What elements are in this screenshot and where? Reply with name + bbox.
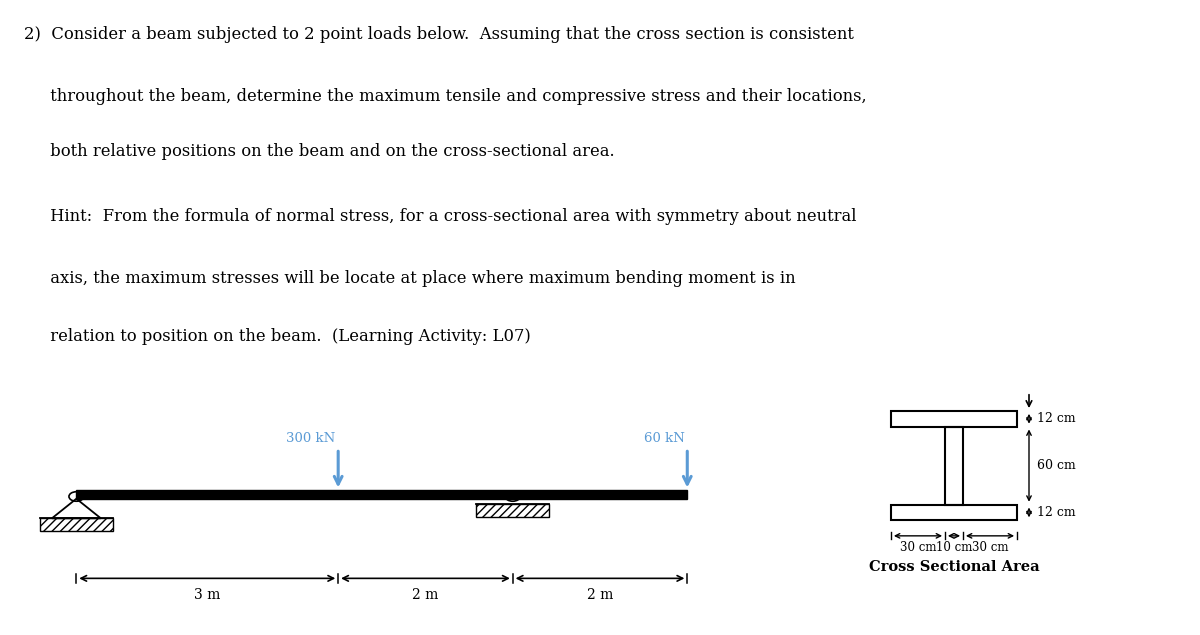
Text: 300 kN: 300 kN <box>287 432 336 444</box>
Bar <box>946 427 964 505</box>
Text: both relative positions on the beam and on the cross-sectional area.: both relative positions on the beam and … <box>24 143 614 160</box>
Text: throughout the beam, determine the maximum tensile and compressive stress and th: throughout the beam, determine the maxim… <box>24 88 866 105</box>
Text: 2)  Consider a beam subjected to 2 point loads below.  Assuming that the cross s: 2) Consider a beam subjected to 2 point … <box>24 27 854 43</box>
Text: 30 cm: 30 cm <box>972 541 1008 554</box>
Bar <box>476 504 550 517</box>
Text: 12 cm: 12 cm <box>1038 506 1076 519</box>
Text: axis, the maximum stresses will be locate at place where maximum bending moment : axis, the maximum stresses will be locat… <box>24 270 796 287</box>
Text: 12 cm: 12 cm <box>1038 412 1076 425</box>
Bar <box>77 490 688 498</box>
Text: 10 cm: 10 cm <box>936 541 972 554</box>
Text: 3 m: 3 m <box>194 589 221 603</box>
Text: 60 cm: 60 cm <box>1038 459 1076 472</box>
Bar <box>40 518 113 531</box>
Bar <box>890 411 1018 427</box>
Text: 2 m: 2 m <box>413 589 439 603</box>
Text: 60 kN: 60 kN <box>643 432 685 444</box>
Text: Hint:  From the formula of normal stress, for a cross-sectional area with symmet: Hint: From the formula of normal stress,… <box>24 208 857 225</box>
Text: 2 m: 2 m <box>587 589 613 603</box>
Text: relation to position on the beam.  (Learning Activity: L07): relation to position on the beam. (Learn… <box>24 328 530 345</box>
Bar <box>890 505 1018 520</box>
Text: Cross Sectional Area: Cross Sectional Area <box>869 560 1039 574</box>
Text: 30 cm: 30 cm <box>900 541 936 554</box>
